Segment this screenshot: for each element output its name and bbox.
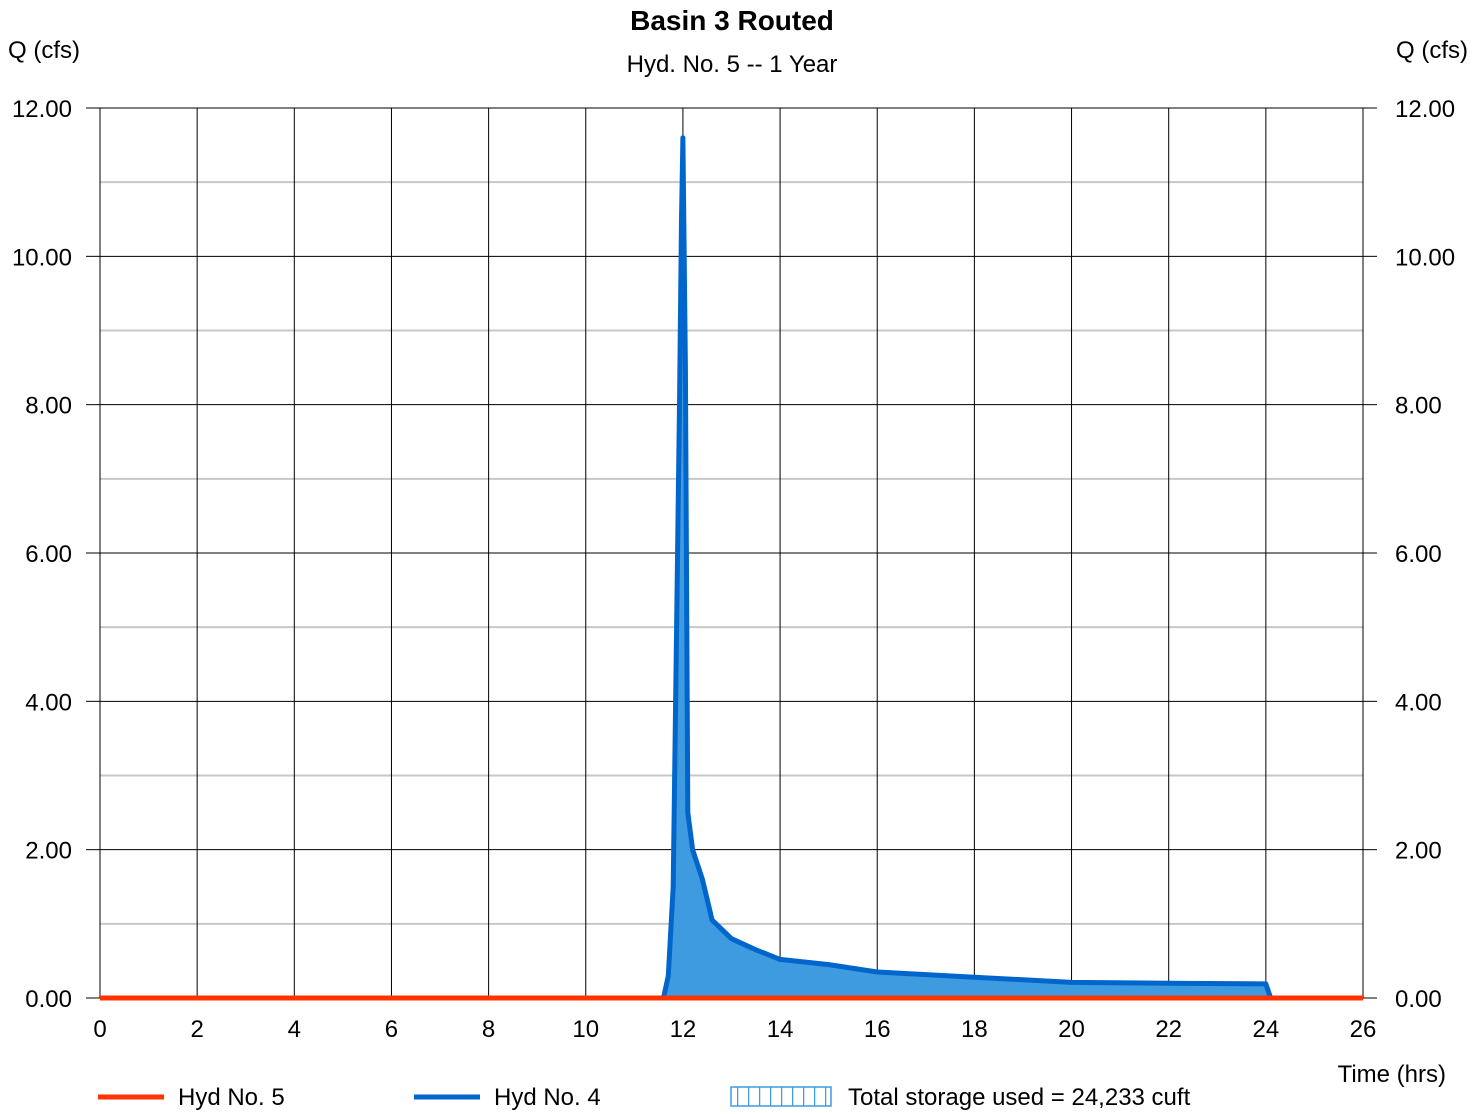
y-tick-label-right: 2.00 (1395, 838, 1442, 865)
x-tick-label: 26 (1350, 1016, 1377, 1043)
x-tick-label: 6 (385, 1016, 398, 1043)
x-tick-label: 20 (1058, 1016, 1085, 1043)
x-tick-label: 22 (1155, 1016, 1182, 1043)
legend-swatch-storage (730, 1086, 832, 1107)
legend: Hyd No. 5 Hyd No. 4 Total storage used =… (98, 1084, 1191, 1111)
legend-label-hyd-4: Hyd No. 4 (494, 1084, 601, 1111)
series-layer (100, 135, 1363, 1001)
x-tick-label: 24 (1252, 1016, 1279, 1043)
x-tick-label: 0 (93, 1016, 106, 1043)
y-tick-label-left: 6.00 (25, 541, 72, 568)
x-tick-label: 12 (670, 1016, 697, 1043)
chart-title: Basin 3 Routed (630, 5, 834, 36)
y-tick-label-right: 8.00 (1395, 393, 1442, 420)
x-axis-label: Time (hrs) (1338, 1061, 1446, 1088)
y-tick-label-right: 6.00 (1395, 541, 1442, 568)
y-tick-label-left: 12.00 (12, 96, 72, 123)
y-tick-label-right: 0.00 (1395, 986, 1442, 1013)
x-tick-label: 16 (864, 1016, 891, 1043)
y-axis-label-left: Q (cfs) (8, 37, 80, 64)
tick-labels: 0.00 0.00 2.00 2.00 4.00 4.00 6.00 6.00 8.00 8.00… (12, 96, 1455, 1043)
y-tick-label-left: 8.00 (25, 393, 72, 420)
y-tick-label-left: 10.00 (12, 244, 72, 271)
legend-label-storage: Total storage used = 24,233 cuft (848, 1084, 1191, 1111)
series-fill-hyd-4 (663, 137, 1271, 998)
legend-label-hyd-5: Hyd No. 5 (178, 1084, 285, 1111)
x-tick-label: 14 (767, 1016, 794, 1043)
x-tick-label: 8 (482, 1016, 495, 1043)
y-tick-label-right: 4.00 (1395, 689, 1442, 716)
series-line-hyd-4 (661, 135, 1274, 999)
minor-gridlines (100, 181, 1363, 925)
y-tick-label-left: 0.00 (25, 986, 72, 1013)
x-tick-label: 2 (190, 1016, 203, 1043)
y-tick-label-right: 10.00 (1395, 244, 1455, 271)
y-tick-label-left: 2.00 (25, 838, 72, 865)
chart-subtitle: Hyd. No. 5 -- 1 Year (627, 51, 838, 78)
x-tick-label: 18 (961, 1016, 988, 1043)
x-tick-label: 4 (288, 1016, 301, 1043)
major-gridlines (86, 107, 1377, 999)
x-tick-label: 10 (572, 1016, 599, 1043)
y-tick-label-left: 4.00 (25, 689, 72, 716)
y-axis-label-right: Q (cfs) (1396, 37, 1468, 64)
y-tick-label-right: 12.00 (1395, 96, 1455, 123)
